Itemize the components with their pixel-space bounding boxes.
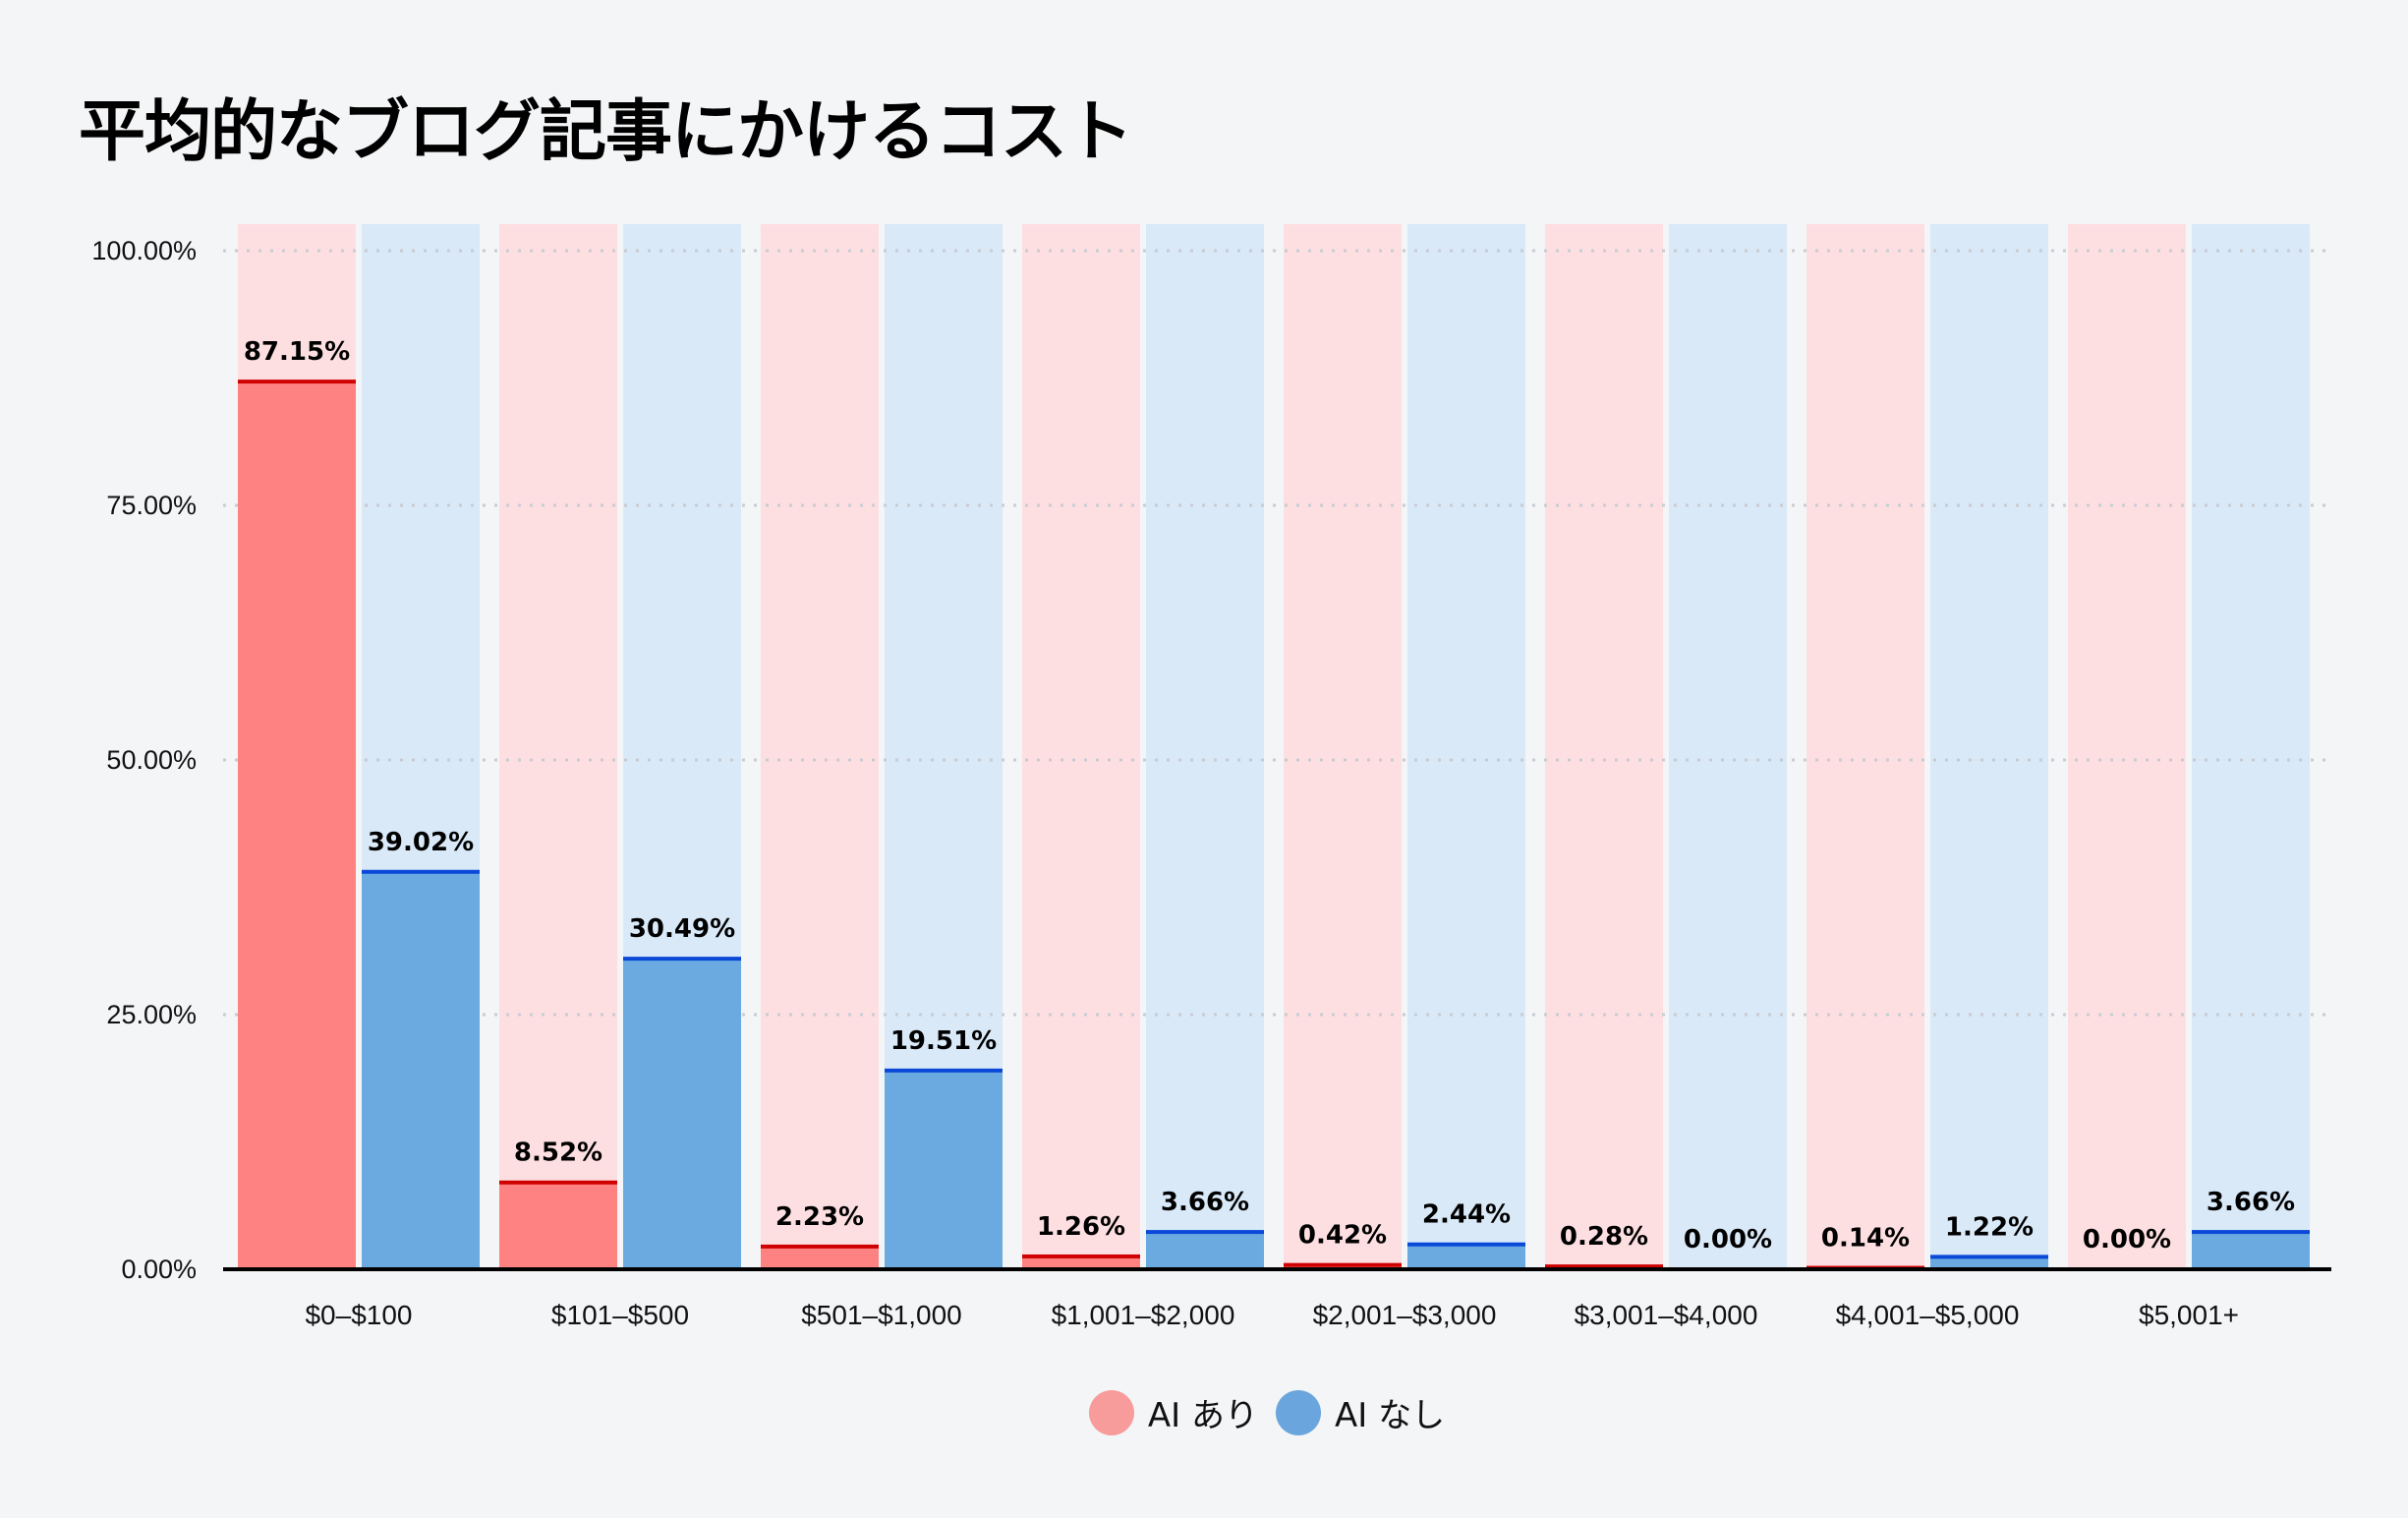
bar-background	[761, 224, 879, 1269]
bar-background	[1146, 224, 1264, 1269]
bar-top-line	[362, 869, 480, 874]
bar	[2192, 1232, 2310, 1269]
x-tick-label: $1,001–$2,000	[1052, 1300, 1235, 1330]
bar-background	[1669, 224, 1787, 1269]
bar	[238, 381, 356, 1270]
legend-swatch-ai-no	[1276, 1389, 1321, 1435]
bar-top-line	[885, 1068, 1003, 1073]
y-tick-label: 75.00%	[106, 491, 197, 520]
bar	[499, 1182, 617, 1269]
data-label: 3.66%	[2207, 1188, 2295, 1217]
bar	[1407, 1244, 1525, 1269]
bar	[1284, 1264, 1402, 1269]
data-label: 39.02%	[368, 828, 474, 857]
bar	[1146, 1232, 1264, 1269]
legend-swatch-ai-yes	[1088, 1389, 1134, 1435]
data-label: 19.51%	[890, 1026, 997, 1056]
x-tick-label: $2,001–$3,000	[1313, 1300, 1497, 1330]
bar-top-line	[2192, 1230, 2310, 1235]
x-tick-label: $101–$500	[551, 1300, 689, 1330]
bar-background	[2192, 224, 2310, 1269]
data-label: 1.22%	[1945, 1212, 2034, 1242]
legend-item-ai-no[interactable]: AI なし	[1276, 1388, 1445, 1436]
bar-top-line	[1545, 1264, 1663, 1269]
legend-label-ai-no: AI なし	[1335, 1396, 1446, 1435]
x-tick-label: $3,001–$4,000	[1575, 1300, 1758, 1330]
bar-top-line	[1146, 1230, 1264, 1235]
x-tick-label: $4,001–$5,000	[1836, 1300, 2020, 1330]
x-tick-label: $5,001+	[2139, 1300, 2239, 1330]
data-label: 0.42%	[1298, 1221, 1387, 1251]
data-label: 2.23%	[775, 1202, 864, 1232]
bar-background	[1806, 224, 1924, 1269]
x-tick-label: $501–$1,000	[801, 1300, 962, 1330]
bar-top-line	[623, 957, 741, 962]
bar-background	[1407, 224, 1525, 1269]
data-label: 30.49%	[629, 914, 735, 944]
legend-label-ai-yes: AI あり	[1147, 1396, 1258, 1435]
bar-background	[1930, 224, 2048, 1269]
data-label: 0.00%	[2083, 1225, 2171, 1255]
data-label: 0.14%	[1821, 1224, 1910, 1254]
data-label: 8.52%	[514, 1138, 602, 1168]
y-tick-label: 25.00%	[106, 1000, 197, 1029]
bar-top-line	[1022, 1254, 1140, 1258]
bar	[761, 1246, 879, 1269]
data-label: 2.44%	[1422, 1200, 1511, 1230]
data-label: 87.15%	[244, 337, 350, 367]
bar-top-line	[499, 1180, 617, 1185]
bar-background	[1022, 224, 1140, 1269]
bar	[362, 871, 480, 1269]
bar	[885, 1070, 1003, 1269]
chart-title: 平均的なブログ記事にかけるコスト	[79, 93, 1133, 171]
bar-top-line	[1284, 1262, 1402, 1267]
y-tick-label: 100.00%	[91, 236, 197, 265]
bar-background	[2068, 224, 2186, 1269]
bar-top-line	[238, 380, 356, 384]
bar-top-line	[1407, 1242, 1525, 1247]
data-label: 0.28%	[1560, 1222, 1648, 1252]
bar-top-line	[1930, 1255, 2048, 1259]
bar-background	[499, 224, 617, 1269]
bar-top-line	[761, 1244, 879, 1249]
bar-background	[1284, 224, 1402, 1269]
y-tick-label: 50.00%	[106, 745, 197, 775]
legend-item-ai-yes[interactable]: AI あり	[1088, 1388, 1258, 1436]
data-label: 1.26%	[1037, 1212, 1125, 1242]
data-label: 3.66%	[1161, 1188, 1249, 1217]
bar	[1022, 1255, 1140, 1269]
x-tick-label: $0–$100	[305, 1300, 412, 1330]
y-tick-label: 0.00%	[121, 1255, 197, 1284]
bar	[1930, 1256, 2048, 1269]
bar	[623, 959, 741, 1269]
legend: AI あり AI なし	[0, 1388, 2408, 1436]
bar-background	[1545, 224, 1663, 1269]
data-label: 0.00%	[1684, 1225, 1772, 1255]
